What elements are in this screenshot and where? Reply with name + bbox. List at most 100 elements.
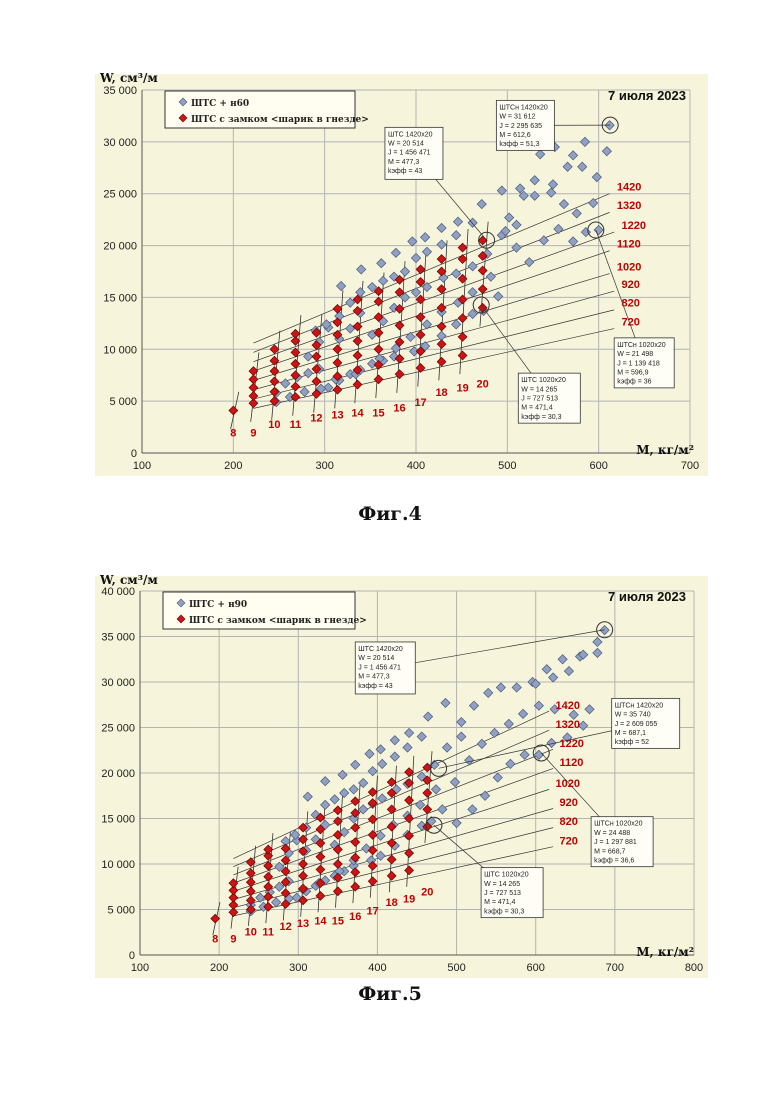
x-tick-label: 600 <box>589 460 607 472</box>
annotation-line: M = 471,4 <box>484 899 515 906</box>
annotation-line: M = 596,9 <box>617 369 648 376</box>
y-tick-label: 35 000 <box>101 632 135 644</box>
series-size-label: 1320 <box>556 719 580 731</box>
annotation-line: J = 2 295 635 <box>499 123 542 130</box>
annotation-line: M = 477,3 <box>388 159 419 166</box>
chart-date: 7 июля 2023 <box>608 88 686 103</box>
annotation-line: ШТС 1020x20 <box>484 872 529 879</box>
annotation-line: J = 1 456 471 <box>388 150 431 157</box>
annotation-line: W = 14 265 <box>484 881 520 888</box>
column-number-label: 16 <box>349 911 361 923</box>
column-number-label: 15 <box>332 915 344 927</box>
chart-date: 7 июля 2023 <box>608 589 686 604</box>
y-tick-label: 20 000 <box>103 241 137 253</box>
series-size-label: 1120 <box>617 238 641 250</box>
legend-entry: ШТС + н90 <box>189 600 247 610</box>
column-number-label: 11 <box>262 926 274 938</box>
column-number-label: 14 <box>351 408 364 420</box>
annotation-line: ШТСн 1420x20 <box>615 702 664 709</box>
y-tick-label: 25 000 <box>103 189 137 201</box>
annotation-line: J = 1 139 418 <box>617 360 660 367</box>
column-number-label: 17 <box>367 905 379 917</box>
y-axis-label: W, см³/м <box>99 71 158 85</box>
chart-fig4: 10020030040050060070005 00010 00015 0002… <box>95 71 708 476</box>
annotation-line: W = 31 612 <box>499 114 535 121</box>
annotation-line: W = 14 265 <box>521 386 557 393</box>
y-tick-label: 20 000 <box>101 768 135 780</box>
annotation-line: M = 612,6 <box>499 132 530 139</box>
column-number-label: 10 <box>268 419 280 431</box>
x-tick-label: 500 <box>447 962 465 974</box>
y-tick-label: 30 000 <box>101 677 135 689</box>
y-tick-label: 10 000 <box>101 859 135 871</box>
column-number-label: 13 <box>331 410 343 422</box>
column-number-label: 16 <box>393 402 405 414</box>
annotation-line: ШТС 1420x20 <box>388 131 433 138</box>
series-size-label: 1420 <box>556 700 580 712</box>
column-number-label: 15 <box>372 408 384 420</box>
annotation-line: J = 1 297 881 <box>594 839 637 846</box>
annotation-line: ШТСн 1020x20 <box>594 821 643 828</box>
column-number-label: 8 <box>230 427 236 439</box>
y-tick-label: 5 000 <box>109 396 137 408</box>
annotation-line: kэфф = 52 <box>615 739 649 746</box>
annotation-line: ШТС 1420x20 <box>358 646 403 653</box>
column-number-label: 13 <box>297 918 309 930</box>
column-number-label: 19 <box>403 894 415 906</box>
column-number-label: 11 <box>290 419 302 431</box>
annotation-line: M = 471,4 <box>521 405 552 412</box>
annotation-line: M = 668,7 <box>594 848 625 855</box>
annotation-line: ШТС 1020x20 <box>521 377 566 384</box>
y-tick-label: 15 000 <box>103 292 137 304</box>
x-tick-label: 200 <box>210 962 228 974</box>
series-size-label: 1020 <box>556 778 580 790</box>
series-size-label: 1120 <box>559 757 583 769</box>
x-tick-label: 700 <box>606 962 624 974</box>
series-size-label: 1420 <box>617 181 641 193</box>
x-tick-label: 600 <box>527 962 545 974</box>
x-tick-label: 100 <box>133 460 151 472</box>
column-number-label: 9 <box>250 427 256 439</box>
x-tick-label: 200 <box>224 460 242 472</box>
annotation-line: J = 1 456 471 <box>358 664 401 671</box>
annotation-line: kэфф = 36 <box>617 379 651 386</box>
annotation-line: kэфф = 43 <box>388 168 422 175</box>
x-tick-label: 300 <box>289 962 307 974</box>
y-tick-label: 15 000 <box>101 814 135 826</box>
column-number-label: 20 <box>477 379 489 391</box>
column-number-label: 14 <box>314 915 327 927</box>
x-tick-label: 100 <box>131 962 149 974</box>
x-tick-label: 500 <box>498 460 516 472</box>
legend-entry: ШТС + н60 <box>191 99 249 109</box>
annotation-line: M = 687,1 <box>615 730 646 737</box>
annotation-line: kэфф = 43 <box>358 683 392 690</box>
annotation-line: J = 727 513 <box>521 396 558 403</box>
annotation-line: ШТСн 1420x20 <box>499 104 548 111</box>
annotation-line: J = 727 513 <box>484 890 521 897</box>
series-size-label: 920 <box>622 279 640 291</box>
chart-fig5: 10020030040050060070080005 00010 00015 0… <box>95 573 708 978</box>
annotation-line: ШТСн 1020x20 <box>617 342 666 349</box>
series-size-label: 1020 <box>617 261 641 273</box>
column-number-label: 9 <box>230 934 236 946</box>
column-number-label: 17 <box>414 397 426 409</box>
annotation-line: kэфф = 30,3 <box>521 414 561 421</box>
annotation-line: W = 21 498 <box>617 351 653 358</box>
annotation-line: W = 20 514 <box>388 141 424 148</box>
x-tick-label: 700 <box>681 460 699 472</box>
annotation-line: W = 35 740 <box>615 712 651 719</box>
x-tick-label: 800 <box>685 962 703 974</box>
column-number-label: 18 <box>435 387 447 399</box>
column-number-label: 8 <box>212 934 218 946</box>
series-size-label: 1220 <box>622 220 646 232</box>
figure-caption-5: Фиг.5 <box>0 983 780 1005</box>
series-size-label: 920 <box>559 797 577 809</box>
annotation-line: kэфф = 36,6 <box>594 857 634 864</box>
y-tick-label: 0 <box>131 448 137 460</box>
legend-entry: ШТС с замком <шарик в гнезде> <box>189 616 367 626</box>
column-number-label: 18 <box>386 897 398 909</box>
annotation-line: W = 24 488 <box>594 830 630 837</box>
annotation-line: kэфф = 30,3 <box>484 908 524 915</box>
y-axis-label: W, см³/м <box>99 573 158 587</box>
y-tick-label: 5 000 <box>107 905 135 917</box>
